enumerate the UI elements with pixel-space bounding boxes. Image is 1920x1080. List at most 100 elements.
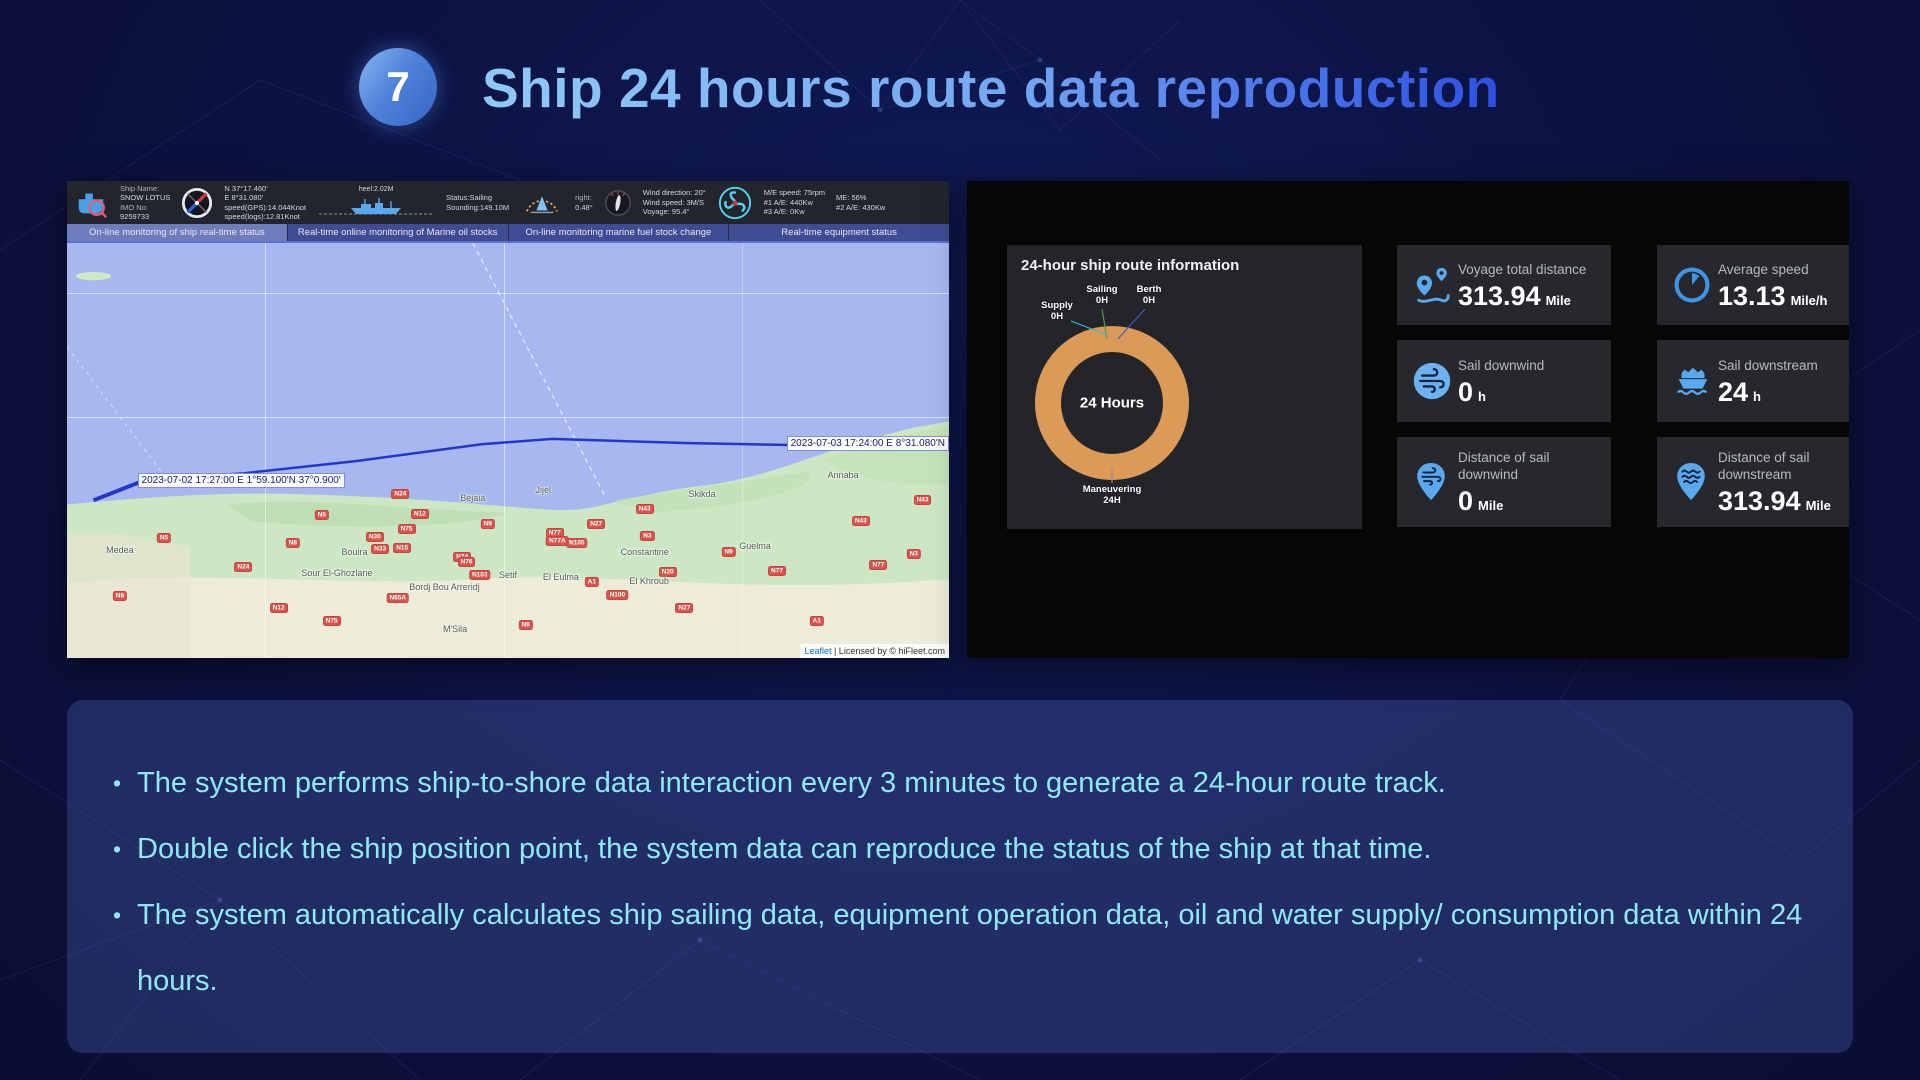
stat-unit: h [1753,388,1761,404]
road-badge: N43 [914,495,931,505]
tab-marine-oil-stocks[interactable]: Real-time online monitoring of Marine oi… [287,224,509,241]
route-dashboard-panel: 24-hour ship route information 24 Hours … [967,181,1849,658]
ship-logo-icon [78,193,107,218]
road-badge: N20 [659,567,677,577]
map-attribution[interactable]: Leaflet | Licensed by © hiFleet.com [800,644,949,658]
stat-label: Sail downwind [1458,357,1545,373]
ship-monitoring-window: Ship Name: SNOW LOTUS IMO No: 9259733 N … [67,181,949,658]
route-start-label: 2023-07-02 17:27:00 E 1°59.100'N 37°0.90… [137,473,345,489]
me-speed-value: M/E speed: 75rpm [763,188,826,198]
pin-wind-icon [1417,463,1445,501]
road-badge: N43 [636,504,654,514]
ae1-power-value: #1 A/E: 440Kw [763,197,813,207]
stat-value: 0 [1458,486,1474,516]
road-badge: N77 [768,566,786,576]
note-bullet-2: Double click the ship position point, th… [113,816,1853,882]
donut-label-maneuvering: Maneuvering 24H [1082,484,1142,506]
stat-value: 313.94 [1458,280,1541,311]
wind-direction-value: Wind direction: 20° [642,188,706,198]
stat-card-voyage-distance: Voyage total distance 313.94 Mile [1397,245,1611,325]
ship-icon [1676,367,1708,396]
map-area[interactable]: 2023-07-02 17:27:00 E 1°59.100'N 37°0.90… [67,243,949,658]
road-badge: N74 [453,552,471,562]
route-donut-chart [1035,308,1189,483]
road-badge: N15 [393,543,411,553]
stat-card-sail-downstream: Sail downstream 24 h [1657,340,1849,422]
place-label: El Eulma [542,572,579,583]
ship-name-value: SNOW LOTUS [120,193,171,202]
rudder-angle-value: 0.48° [575,202,593,212]
place-label: Setif [498,570,518,580]
ship-profile-block: heel:2.02M [317,185,435,220]
heel-gauge-icon [526,195,559,213]
road-badge: N5 [157,533,171,543]
stat-card-distance-downstream: Distance of sail downstream 313.94 Mile [1657,437,1849,527]
road-badge: N105 [566,538,588,548]
tab-equipment-status[interactable]: Real-time equipment status [729,224,949,241]
road-badge: N43 [852,516,870,526]
imo-label: IMO No: [120,202,148,212]
road-badge: N9 [721,547,736,557]
road-badge: N100 [607,590,628,600]
wind-block: Wind direction: 20° Wind speed: 3M/S Voy… [643,188,706,217]
tab-fuel-stock-change[interactable]: On-line monitoring marine fuel stock cha… [508,224,730,241]
place-label: Skikda [688,489,716,500]
position-speed-block: N 37°17.460' E 8°31.080' speed(GPS):14.0… [224,184,306,222]
attribution-text: | Licensed by © hiFleet.com [831,646,945,656]
road-badge: N77A [546,536,569,546]
stat-card-average-speed: Average speed 13.13 Mile/h [1657,245,1849,325]
road-badge: N8 [113,591,127,601]
map-gridline [67,292,949,294]
map-gridline [67,417,949,419]
rudder-indicator-icon [604,189,631,216]
rudder-side-label: right: [575,193,592,202]
tab-ship-realtime-status[interactable]: On-line monitoring of ship real-time sta… [67,224,288,241]
map-gridline [503,243,505,658]
road-badge: N75 [398,524,416,534]
ae2-power-value: #2 A/E: 430Kw [836,202,886,212]
place-label: Bouira [341,547,368,558]
road-badge: N77 [869,560,887,570]
stat-value: 313.94 [1718,486,1801,516]
donut-label-berth: Berth 0H [1136,284,1162,306]
rudder-angle-block: right: 0.48° [575,193,593,212]
place-label: Bordj Bou Arreridj [409,582,480,593]
note-bullet-1: The system performs ship-to-shore data i… [113,750,1853,816]
stat-value: 24 [1718,376,1749,407]
leaflet-link[interactable]: Leaflet [804,646,832,656]
road-badge: N65A [386,593,409,603]
stat-label: Distance of sail downstream [1718,450,1810,482]
notes-panel: The system performs ship-to-shore data i… [67,700,1853,1053]
ship-identity-block: Ship Name: SNOW LOTUS IMO No: 9259733 [120,184,170,222]
route-distance-icon [1416,267,1450,303]
sailing-status-value: Status:Sailing [446,193,493,202]
ae3-power-value: #3 A/E: 0Kw [763,207,805,217]
speed-clock-icon [1674,267,1710,303]
stat-label: Distance of sail downwind [1458,450,1550,482]
me-load-value: ME: 56% [836,193,867,202]
route-info-card: 24-hour ship route information 24 Hours … [1007,245,1362,529]
road-badge: N75 [323,616,341,626]
stat-card-distance-downwind: Distance of sail downwind 0 Mile [1397,437,1611,527]
stat-unit: h [1478,388,1486,404]
road-badge: N27 [675,603,693,613]
place-label: Bejaia [460,493,486,504]
road-badge: N8 [286,538,300,548]
stat-label: Average speed [1718,261,1809,277]
pin-wave-icon [1677,463,1705,501]
road-badge: N24 [234,562,252,572]
sounding-value: Sounding:149.10M [446,202,510,212]
voyage-heading-value: Voyage: 95.4° [642,207,690,217]
engine-block-col2: ME: 56% #2 A/E: 430Kw [836,193,885,212]
road-badge: N33 [371,544,389,554]
donut-label-sailing: Sailing 0H [1086,284,1118,306]
place-label: Sour El-Ghozlane [301,567,373,578]
wind-icon [1413,362,1451,400]
donut-label-supply: Supply 0H [1041,300,1073,322]
road-badge: N24 [391,489,409,499]
road-badge: A1 [585,577,599,587]
road-badge: N9 [518,620,533,630]
place-label: Guelma [739,540,771,551]
place-label: Medea [106,545,134,556]
note-bullet-3: The system automatically calculates ship… [113,882,1853,1014]
